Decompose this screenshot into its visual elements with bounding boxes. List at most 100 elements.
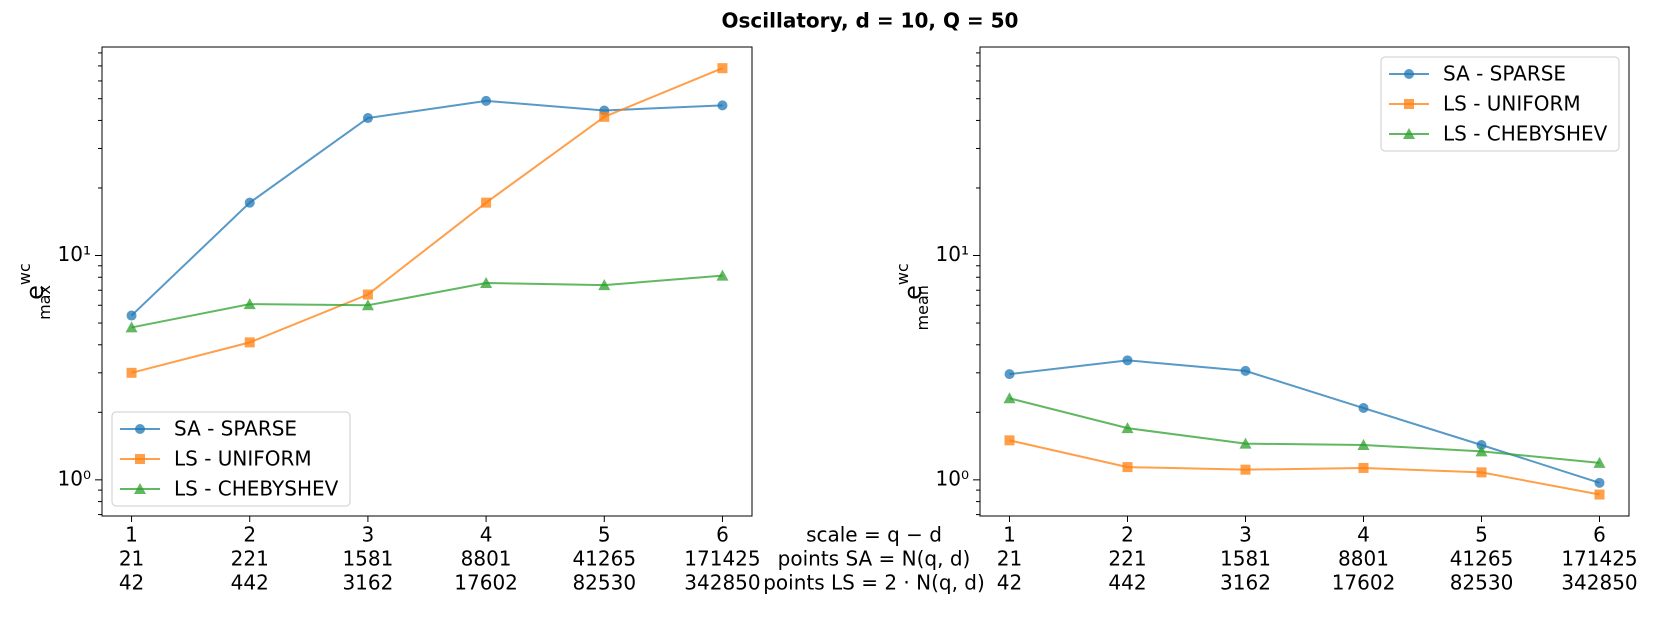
marker [598,279,611,291]
series-line [131,67,723,374]
marker [717,100,728,111]
legend-marker [135,424,145,434]
row-label: points LS = 2 · N(q, d) [763,571,985,595]
y-tick-label: 10¹ [936,242,969,266]
series-line [1009,359,1600,484]
legend-label: SA - SPARSE [1443,62,1566,86]
x-tick-label: 5 [598,523,611,547]
y-label-sup: wc [893,263,912,285]
y-label-sub: max [35,285,54,320]
marker [361,299,374,311]
x-tick-label: 221 [1108,547,1146,571]
marker [1122,355,1133,366]
marker [1475,445,1488,457]
marker [1004,369,1015,380]
legend-marker [1403,128,1415,139]
marker [1476,439,1487,450]
marker [244,197,255,208]
marker [481,197,492,208]
marker [244,337,255,348]
marker [716,269,729,281]
legend-marker [1404,99,1414,109]
marker [599,111,610,122]
x-tick-label: 21 [119,547,144,571]
x-tick-label: 42 [997,571,1022,595]
x-tick-label: 21 [997,547,1022,571]
x-tick-label: 82530 [572,571,636,595]
x-tick-label: 3 [1239,523,1252,547]
y-label-sub: mean [913,285,932,330]
x-tick-label: 1581 [1220,547,1271,571]
marker [126,310,137,321]
y-tick-label: 10⁰ [936,466,969,490]
x-tick-label: 4 [1357,523,1370,547]
x-tick-label: 8801 [461,547,512,571]
y-label-sup: wc [15,263,34,285]
x-tick-label: 17602 [454,571,518,595]
x-tick-label: 342850 [1561,571,1637,595]
legend-box [111,411,351,507]
marker [1593,456,1606,468]
x-tick-label: 1 [125,523,138,547]
x-tick-label: 171425 [684,547,760,571]
marker [1004,435,1015,446]
marker [717,63,728,74]
marker [1594,477,1605,488]
axes-frame [979,46,1630,517]
marker [1003,392,1016,404]
series-line [1009,397,1600,464]
legend-label: LS - CHEBYSHEV [174,477,339,501]
x-tick-label: 1 [1003,523,1016,547]
marker [1476,467,1487,478]
row-label: scale = q − d [806,523,942,547]
marker [362,113,373,124]
x-tick-label: 442 [1108,571,1146,595]
marker [1240,365,1251,376]
marker [126,367,137,378]
x-tick-label: 442 [231,571,269,595]
marker [1122,462,1133,473]
marker [243,298,256,310]
x-tick-label: 4 [480,523,493,547]
x-tick-label: 82530 [1450,571,1514,595]
marker [1358,462,1369,473]
series-line [131,274,723,329]
marker [1240,464,1251,475]
legend-label: LS - UNIFORM [1443,92,1581,116]
marker [1121,422,1134,434]
marker [1594,489,1605,500]
legend-marker [1404,69,1414,79]
marker [480,277,493,289]
x-tick-label: 5 [1475,523,1488,547]
x-tick-label: 17602 [1332,571,1396,595]
y-label-base: e [21,285,49,300]
legend-label: LS - UNIFORM [174,447,312,471]
x-tick-label: 6 [1593,523,1606,547]
y-axis-label: ewcmax [15,263,54,320]
y-axis-label: ewcmean [893,263,932,330]
marker [125,321,138,333]
x-tick-label: 171425 [1561,547,1637,571]
series-line [1009,439,1600,496]
row-label: points SA = N(q, d) [778,547,971,571]
y-tick-label: 10¹ [58,242,91,266]
marker [362,289,373,300]
figure-title: Oscillatory, d = 10, Q = 50 [722,9,1019,33]
marker [481,95,492,106]
x-tick-label: 3162 [342,571,393,595]
x-tick-label: 221 [231,547,269,571]
x-tick-label: 41265 [572,547,636,571]
legend-marker [135,454,145,464]
legend-marker [134,483,146,494]
x-tick-label: 6 [716,523,729,547]
x-tick-label: 1581 [342,547,393,571]
x-tick-label: 2 [1121,523,1134,547]
marker [1357,438,1370,450]
x-tick-label: 8801 [1338,547,1389,571]
x-tick-label: 3 [362,523,375,547]
x-tick-label: 41265 [1450,547,1514,571]
x-tick-label: 2 [243,523,256,547]
legend-label: LS - CHEBYSHEV [1443,122,1608,146]
x-tick-label: 342850 [684,571,760,595]
